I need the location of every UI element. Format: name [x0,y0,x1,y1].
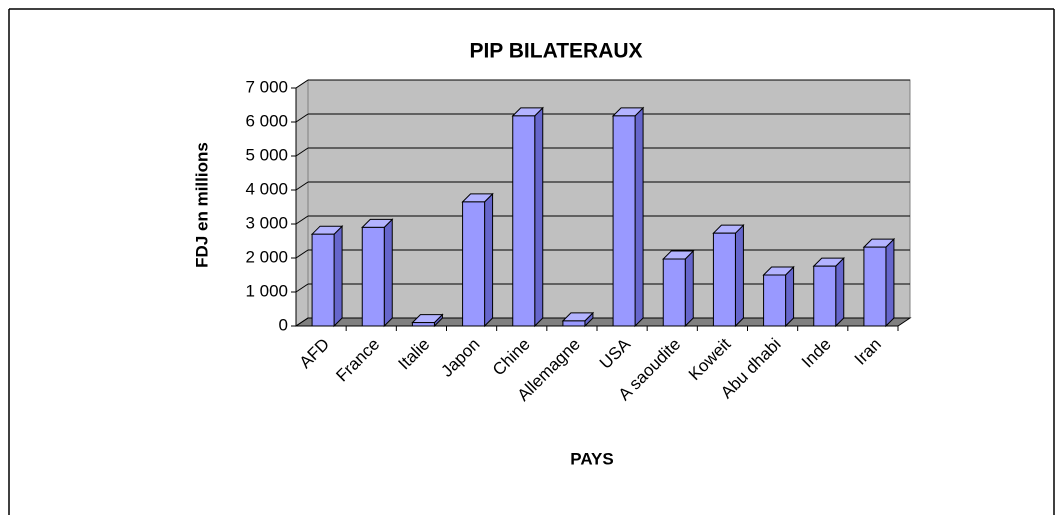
bar [763,274,787,327]
grid-line-side [295,317,309,327]
bar [662,258,686,327]
grid-line-side [295,215,309,225]
x-tick-label: Italie [395,335,434,374]
bar-side [885,237,895,328]
grid-line-side [295,249,309,259]
y-tick-label: 6 000 [245,111,288,130]
grid-line-side [295,79,309,89]
bar-side [333,224,343,328]
bar [712,232,736,327]
bar [512,115,536,327]
bar-side [734,223,744,328]
bar [311,233,335,327]
x-tick-label: Inde [798,335,835,372]
bar-side [634,106,644,328]
bar [813,265,837,327]
bar-side [484,192,494,328]
x-tick-label: Japon [437,335,483,381]
chart-title: PIP BILATERAUX [469,40,642,63]
bar [863,246,887,327]
x-tick-label: Koweit [685,334,735,384]
x-axis-title: PAYS [570,449,613,468]
y-tick-label: 4 000 [245,179,288,198]
x-tick-label: USA [596,334,635,373]
bar-side [785,265,795,328]
grid-line-side [295,113,309,123]
back-wall [307,79,911,319]
x-tick-label: France [332,335,383,386]
y-axis-title: FDJ en millions [192,142,211,268]
bar-side [383,218,393,328]
y-tick-label: 7 000 [245,77,288,96]
grid-line-side [295,283,309,293]
bar-side [534,106,544,328]
bar [361,226,385,327]
bar [612,115,636,327]
bar [411,322,435,327]
y-tick-label: 5 000 [245,145,288,164]
grid-line-side [295,181,309,191]
bar [462,201,486,327]
y-tick-label: 0 [279,315,288,334]
bar [562,320,586,327]
y-tick-label: 1 000 [245,281,288,300]
side-wall [295,79,309,327]
x-tick-label: AFD [296,335,333,372]
x-tick-label: Chine [489,335,534,380]
bar-side [835,256,845,328]
grid-line-side [295,147,309,157]
x-tick-label: Iran [851,335,885,369]
y-tick-label: 3 000 [245,213,288,232]
bar-side [684,249,694,328]
y-tick-label: 2 000 [245,247,288,266]
